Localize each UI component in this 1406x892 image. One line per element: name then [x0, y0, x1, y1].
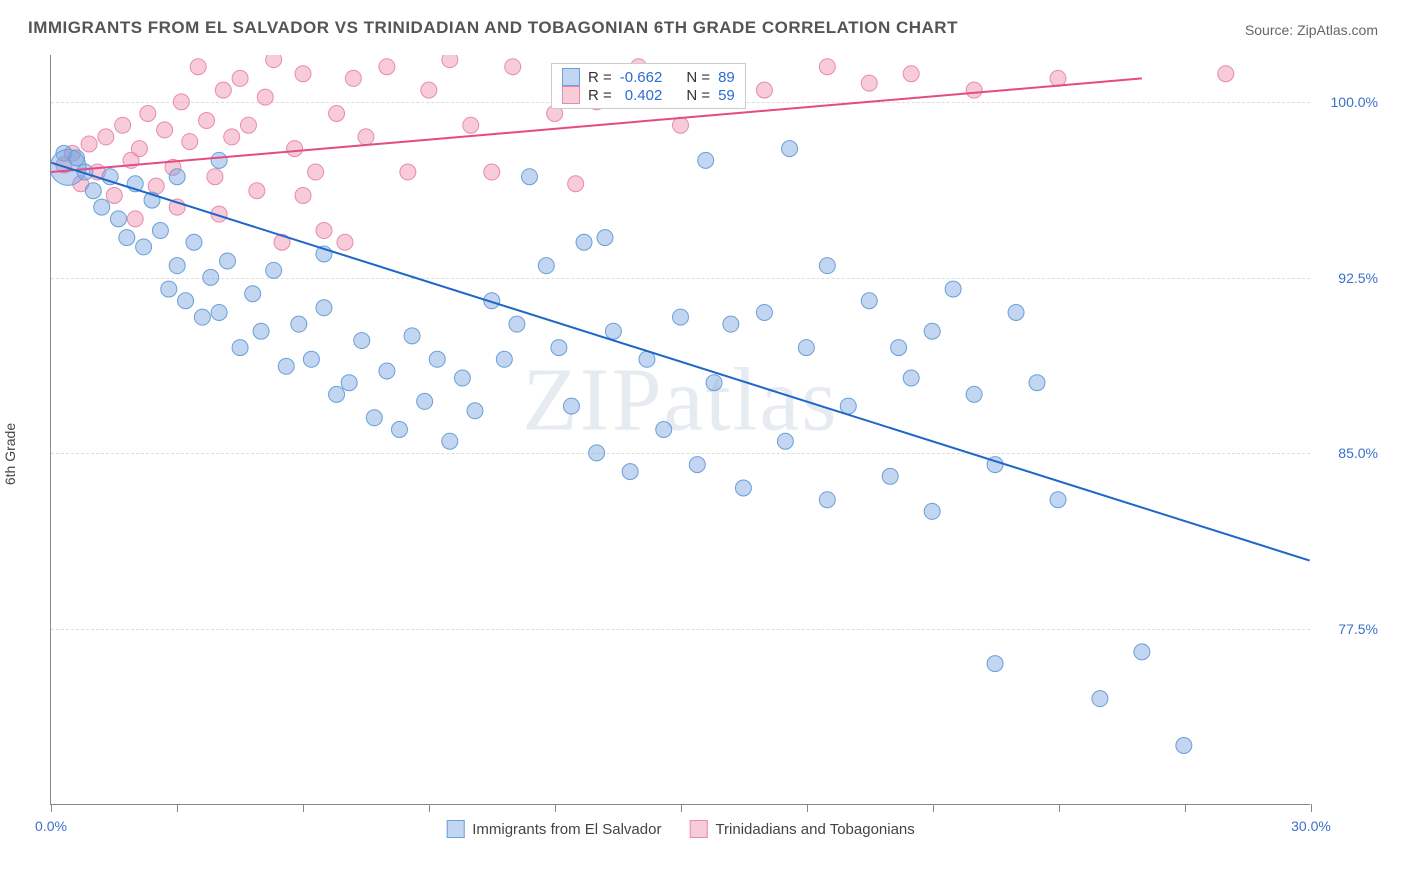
x-tick-label: 30.0% [1291, 818, 1331, 834]
chart-title: IMMIGRANTS FROM EL SALVADOR VS TRINIDADI… [28, 18, 958, 38]
r-value-2: 0.402 [625, 87, 663, 104]
swatch-series-1 [446, 820, 464, 838]
n-label: N = [686, 87, 710, 104]
n-value-2: 59 [718, 87, 735, 104]
swatch-series-2 [689, 820, 707, 838]
swatch-series-2 [562, 86, 580, 104]
correlation-legend: R = -0.662 N = 89 R = 0.402 N = 59 [551, 63, 746, 109]
y-axis-label: 6th Grade [2, 423, 18, 485]
legend-label-1: Immigrants from El Salvador [472, 821, 661, 838]
r-label: R = [588, 87, 612, 104]
n-label: N = [686, 69, 710, 86]
legend-row-series-1: R = -0.662 N = 89 [562, 68, 735, 86]
legend-label-2: Trinidadians and Tobagonians [715, 821, 914, 838]
x-tick-label: 0.0% [35, 818, 67, 834]
scatter-plot-svg [51, 55, 1310, 804]
legend-item-series-1: Immigrants from El Salvador [446, 820, 661, 838]
y-tick-label: 77.5% [1338, 621, 1378, 637]
y-tick-label: 92.5% [1338, 270, 1378, 286]
series-legend: Immigrants from El Salvador Trinidadians… [446, 820, 915, 838]
y-tick-label: 85.0% [1338, 445, 1378, 461]
legend-item-series-2: Trinidadians and Tobagonians [689, 820, 914, 838]
chart-plot-area: ZIPatlas 77.5%85.0%92.5%100.0%0.0%30.0% … [50, 55, 1310, 805]
swatch-series-1 [562, 68, 580, 86]
n-value-1: 89 [718, 69, 735, 86]
y-tick-label: 100.0% [1331, 94, 1378, 110]
source-citation: Source: ZipAtlas.com [1245, 22, 1378, 38]
r-label: R = [588, 69, 612, 86]
legend-row-series-2: R = 0.402 N = 59 [562, 86, 735, 104]
r-value-1: -0.662 [620, 69, 663, 86]
